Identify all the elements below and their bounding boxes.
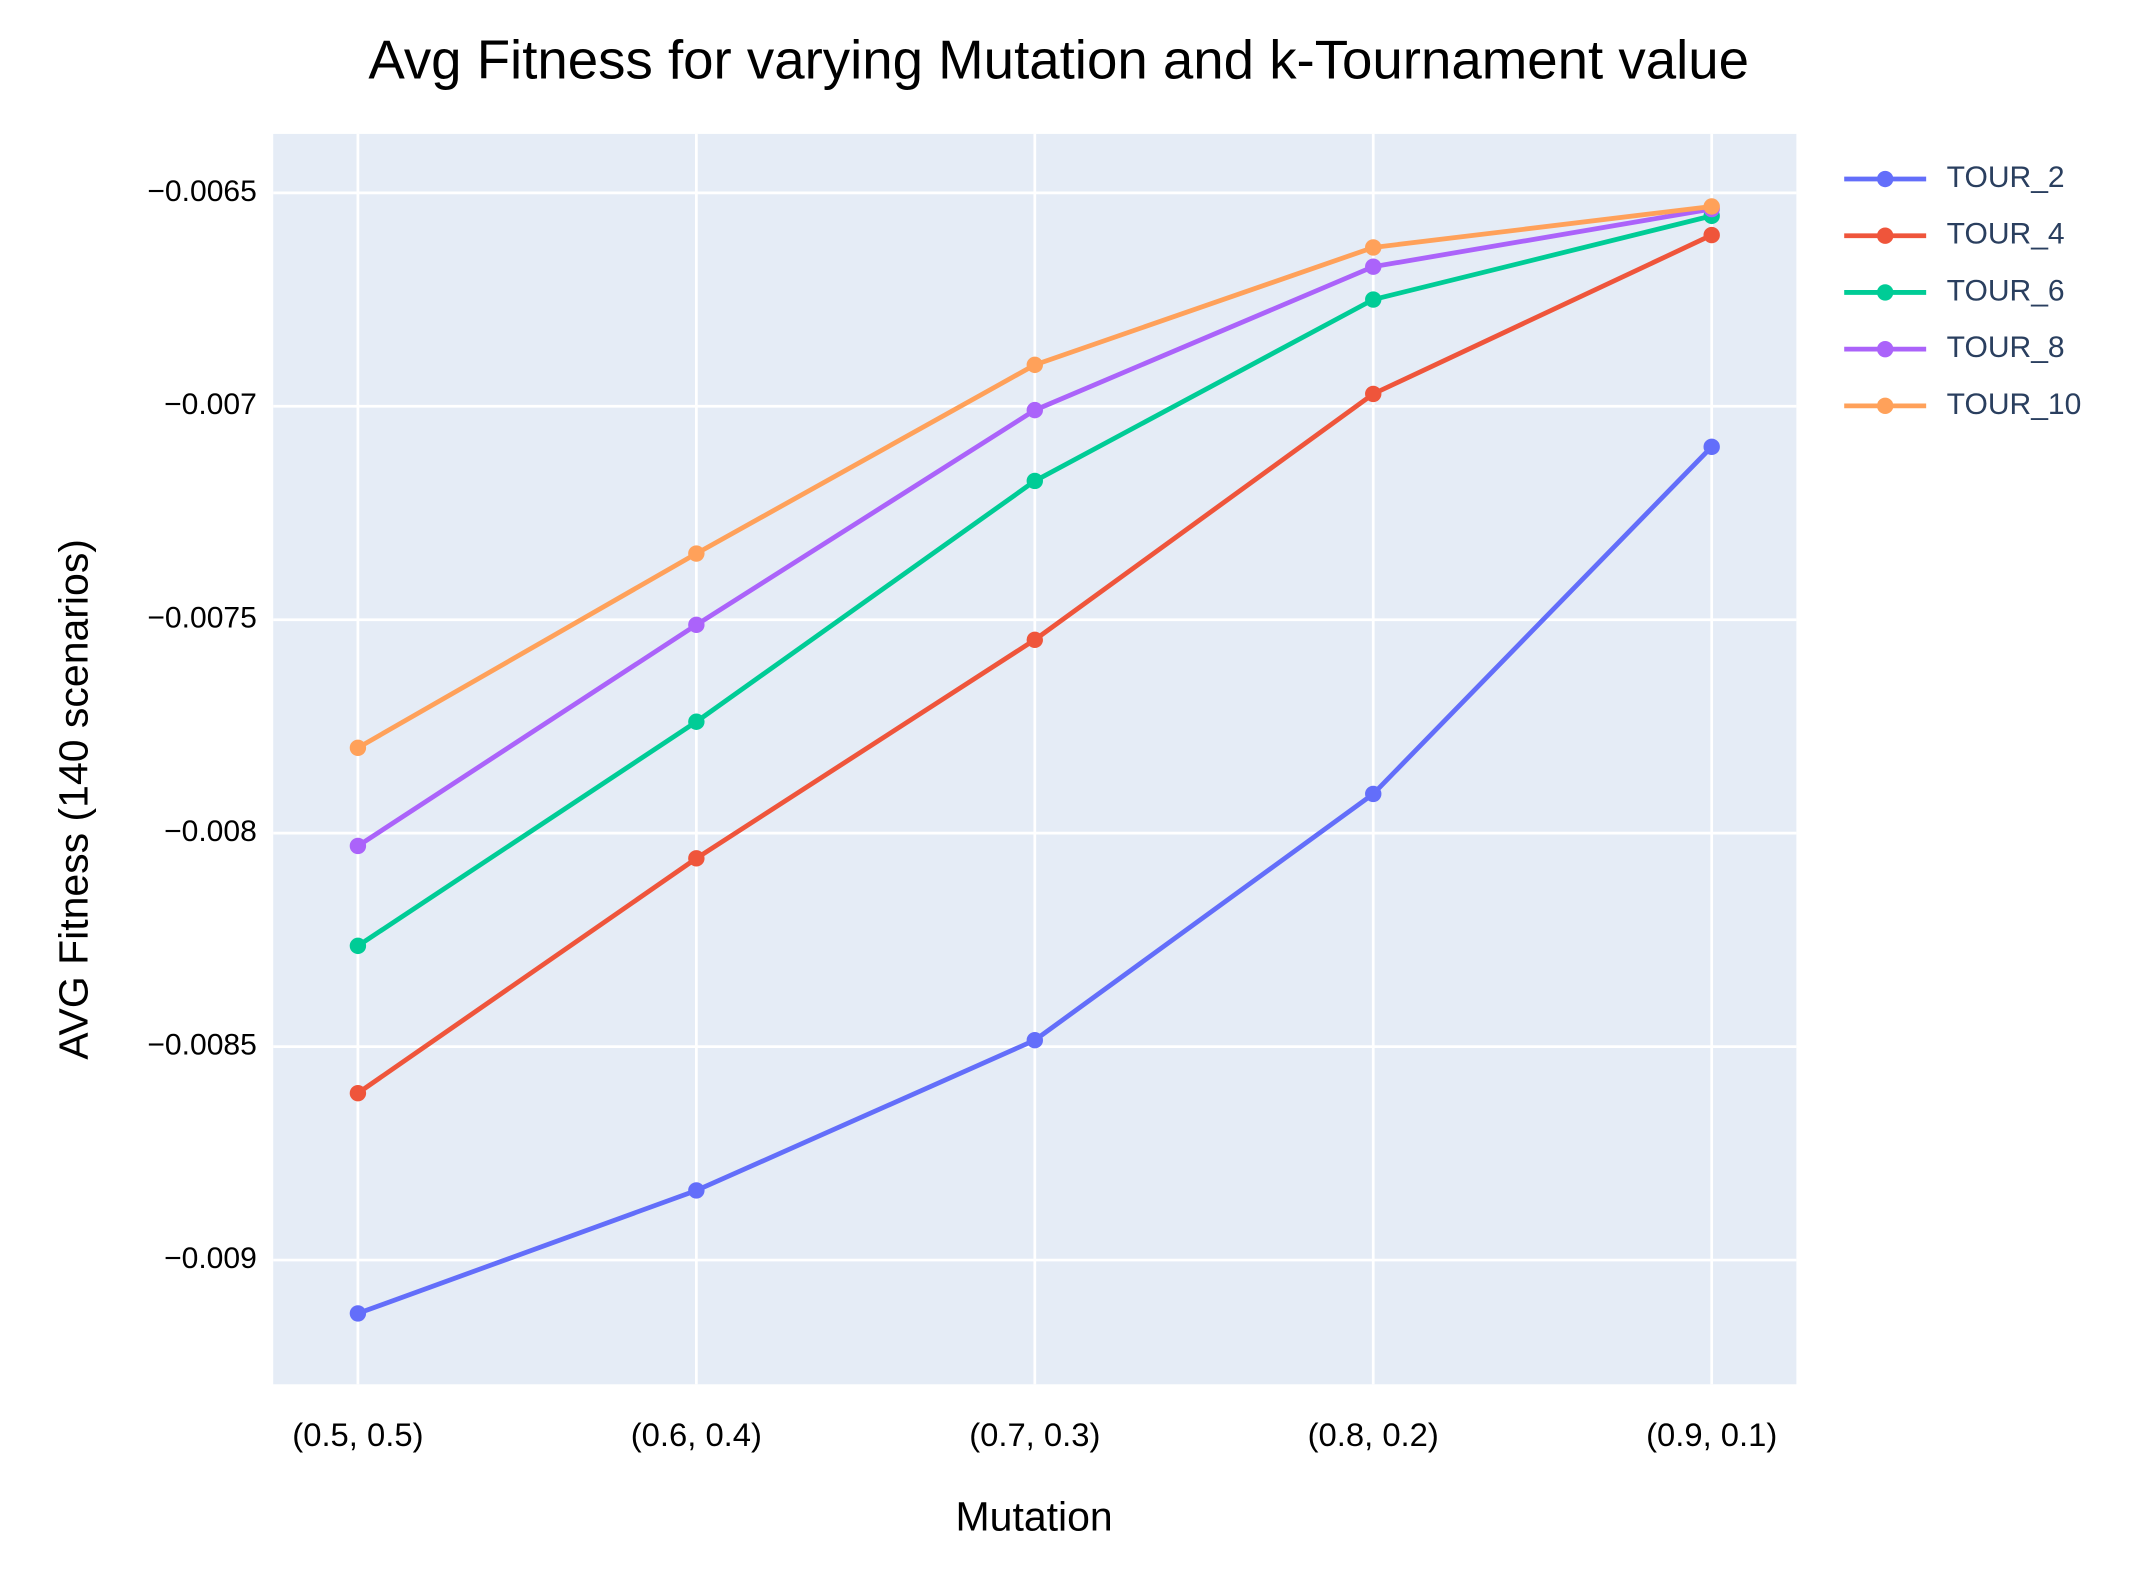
- x-tick-label: (0.9, 0.1): [1646, 1416, 1777, 1453]
- legend-label: TOUR_10: [1947, 388, 2082, 421]
- data-point: [1365, 385, 1382, 403]
- data-point: [1365, 239, 1382, 256]
- legend-label: TOUR_6: [1947, 274, 2065, 307]
- data-point: [349, 1305, 367, 1322]
- y-tick-label: −0.007: [164, 388, 257, 421]
- legend-label: TOUR_2: [1947, 161, 2065, 194]
- legend-marker: [1876, 397, 1894, 415]
- data-point: [1703, 438, 1720, 456]
- x-tick-label: (0.5, 0.5): [292, 1416, 423, 1453]
- data-point: [1365, 291, 1382, 308]
- y-axis-label: AVG Fitness (140 scenarios): [50, 539, 96, 1060]
- x-tick-label: (0.7, 0.3): [969, 1416, 1100, 1453]
- data-point: [1026, 356, 1043, 374]
- legend-marker: [1876, 284, 1894, 301]
- y-tick-label: −0.0065: [147, 175, 256, 208]
- data-point: [1365, 785, 1382, 803]
- x-tick-label: (0.6, 0.4): [631, 1416, 762, 1453]
- chart-title: Avg Fitness for varying Mutation and k-T…: [368, 30, 1749, 91]
- legend-label: TOUR_4: [1947, 218, 2065, 251]
- legend-label: TOUR_8: [1947, 331, 2065, 364]
- data-point: [688, 545, 705, 562]
- legend-marker: [1876, 340, 1894, 358]
- x-tick-label: (0.8, 0.2): [1308, 1416, 1439, 1453]
- data-point: [1703, 226, 1720, 244]
- y-tick-label: −0.0075: [147, 602, 256, 635]
- legend-marker: [1876, 227, 1894, 244]
- data-point: [688, 616, 705, 634]
- legend-marker: [1876, 170, 1894, 188]
- data-point: [349, 739, 367, 756]
- data-point: [688, 1182, 705, 1199]
- data-point: [349, 937, 367, 955]
- y-tick-label: −0.008: [164, 815, 257, 848]
- y-tick-label: −0.0085: [147, 1029, 256, 1062]
- data-point: [688, 713, 705, 730]
- data-point: [1703, 198, 1720, 215]
- data-point: [1365, 258, 1382, 275]
- data-point: [349, 1084, 367, 1102]
- data-point: [1026, 401, 1043, 419]
- data-point: [688, 850, 705, 867]
- data-point: [1026, 1032, 1043, 1049]
- data-point: [1026, 631, 1043, 648]
- x-axis-label: Mutation: [956, 1493, 1113, 1539]
- data-point: [1026, 472, 1043, 490]
- data-point: [349, 837, 367, 855]
- y-tick-label: −0.009: [164, 1242, 257, 1275]
